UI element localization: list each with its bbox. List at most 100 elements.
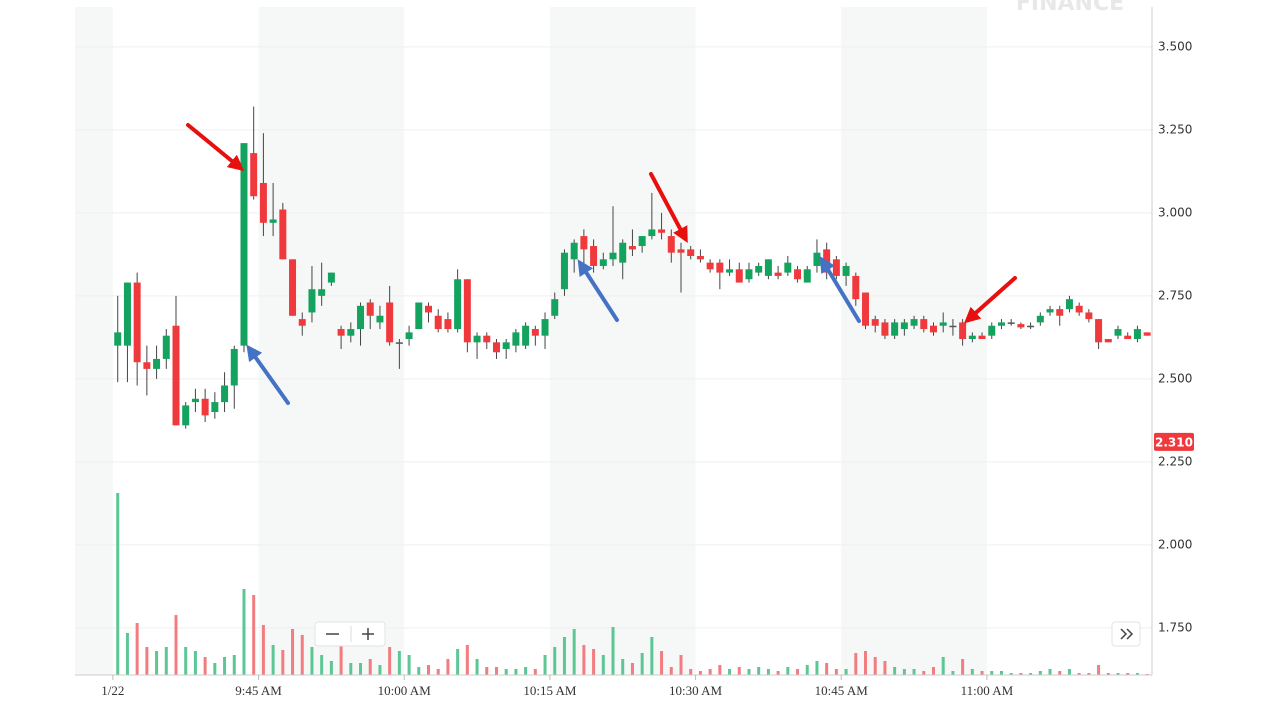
volume-bar bbox=[1106, 673, 1110, 675]
candle-body bbox=[201, 398, 209, 416]
candle-body bbox=[959, 322, 967, 340]
candle-body bbox=[1036, 315, 1044, 323]
volume-bar bbox=[242, 589, 246, 675]
last-price-box bbox=[1154, 432, 1194, 451]
candle-body bbox=[240, 143, 248, 346]
candle-body bbox=[289, 259, 297, 316]
candle-body bbox=[123, 282, 131, 346]
volume-bar bbox=[261, 625, 265, 675]
session-band bbox=[841, 7, 987, 675]
volume-bar bbox=[116, 493, 120, 675]
x-tick-label: 10:00 AM bbox=[378, 683, 432, 698]
volume-bar bbox=[359, 663, 363, 675]
zoom-in-button[interactable] bbox=[362, 628, 374, 640]
volume-bar bbox=[854, 653, 858, 675]
candle-body bbox=[425, 305, 432, 313]
volume-bar bbox=[203, 657, 207, 675]
candle-body bbox=[910, 319, 918, 326]
volume-bar bbox=[747, 669, 751, 675]
candle-body bbox=[580, 236, 588, 250]
volume-bar bbox=[970, 669, 974, 675]
candle-body bbox=[1056, 309, 1064, 316]
zoom-box bbox=[314, 621, 386, 647]
candle-body bbox=[735, 269, 743, 283]
volume-bar bbox=[1097, 665, 1101, 675]
volume-bar bbox=[679, 655, 683, 675]
volume-bar bbox=[494, 667, 498, 675]
volume-bar bbox=[339, 645, 343, 675]
volume-bar bbox=[213, 663, 217, 675]
volume-bar bbox=[320, 655, 324, 675]
volume-bar bbox=[446, 659, 450, 675]
volume-bar bbox=[1038, 671, 1042, 675]
volume-bar bbox=[980, 671, 984, 675]
volume-bar bbox=[660, 651, 664, 675]
y-tick-label: 3.250 bbox=[1158, 122, 1192, 136]
watermark: FINANCE bbox=[1016, 0, 1124, 16]
volume-bar bbox=[378, 665, 382, 675]
scroll-right-button[interactable] bbox=[1111, 621, 1141, 647]
candle-body bbox=[318, 289, 326, 296]
candle-body bbox=[1095, 319, 1103, 343]
session-band bbox=[258, 7, 405, 675]
candle-body bbox=[929, 325, 937, 333]
volume-bar bbox=[611, 627, 615, 675]
volume-bar bbox=[417, 667, 421, 675]
volume-bar bbox=[223, 657, 227, 675]
volume-bar bbox=[407, 655, 411, 675]
volume-bar bbox=[504, 669, 508, 675]
candle-body bbox=[473, 335, 481, 343]
candle-body bbox=[269, 219, 277, 223]
volume-bar bbox=[776, 671, 780, 675]
candle-body bbox=[366, 302, 374, 316]
volume-bar bbox=[164, 647, 168, 675]
candle-body bbox=[512, 332, 520, 346]
volume-bar bbox=[902, 669, 906, 675]
candle-body bbox=[813, 252, 821, 266]
red-arrow bbox=[649, 172, 688, 244]
candle-body bbox=[463, 279, 471, 343]
volume-bar bbox=[193, 651, 197, 675]
volume-bar bbox=[553, 647, 557, 675]
candle-body bbox=[881, 322, 889, 336]
candle-body bbox=[347, 329, 355, 336]
volume-bar bbox=[310, 647, 314, 675]
candle-body bbox=[162, 335, 170, 359]
candle-body bbox=[1085, 312, 1093, 320]
x-tick-label: 10:30 AM bbox=[669, 683, 723, 698]
candle-body bbox=[250, 153, 258, 197]
axis-labels: 1.750 2.000 2.250 2.500 2.750 3.000 3.250 3.500… bbox=[101, 39, 1192, 698]
candle-body bbox=[706, 262, 714, 270]
candle-body bbox=[609, 252, 617, 260]
volume-bar bbox=[1009, 673, 1013, 675]
volume-bar bbox=[1077, 673, 1081, 675]
volume-bar bbox=[281, 650, 285, 675]
volume-bar bbox=[135, 623, 139, 675]
candle-body bbox=[696, 256, 704, 260]
candle-body bbox=[376, 315, 384, 323]
candle-body bbox=[871, 319, 879, 326]
candle-body bbox=[1104, 339, 1112, 343]
volume-bar bbox=[291, 629, 295, 675]
volume-bar bbox=[650, 637, 654, 675]
candle-body bbox=[230, 348, 238, 386]
candle-body bbox=[492, 342, 500, 353]
candle-body bbox=[677, 249, 685, 253]
volume-bar bbox=[349, 663, 353, 675]
volume-bar bbox=[300, 635, 304, 675]
volume-bar bbox=[961, 659, 965, 675]
volume-bar bbox=[388, 647, 392, 675]
candle-body bbox=[502, 342, 510, 349]
candle-body bbox=[794, 269, 802, 280]
candle-body bbox=[259, 182, 267, 223]
volume-bar bbox=[397, 651, 401, 675]
volume-bar bbox=[184, 647, 188, 675]
candle-body bbox=[784, 262, 792, 273]
volume-bar bbox=[941, 657, 945, 675]
candle-body bbox=[619, 242, 627, 263]
candle-body bbox=[988, 325, 996, 336]
x-tick-label: 10:15 AM bbox=[523, 683, 577, 698]
zoom-controls bbox=[314, 621, 386, 647]
volume-bar bbox=[1058, 671, 1062, 675]
volume-bar bbox=[145, 647, 149, 675]
